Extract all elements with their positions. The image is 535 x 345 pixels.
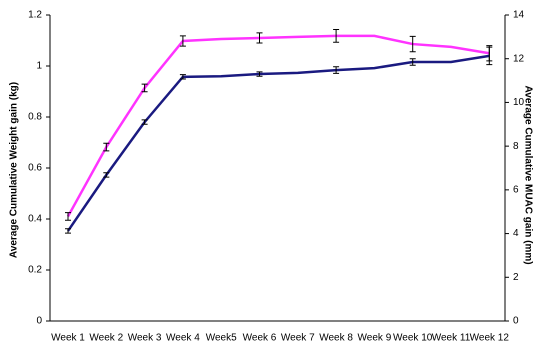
y-tick-label: 1.2 [28, 10, 42, 21]
x-tick-label: Week 4 [166, 333, 200, 344]
x-tick-label: Week 7 [281, 333, 315, 344]
x-tick-label: Week 11 [432, 333, 471, 344]
y2-tick-label: 4 [513, 228, 519, 239]
y2-tick-label: 6 [513, 184, 519, 195]
error-bar [65, 228, 71, 234]
error-bar [179, 35, 186, 47]
error-bar [333, 29, 340, 43]
x-tick-label: Week 1 [51, 333, 85, 344]
y2-tick-label: 2 [513, 272, 519, 283]
y-tick-label: 0 [36, 316, 42, 327]
y2-tick-label: 0 [513, 316, 519, 327]
y2-axis-title: Average Cumulative MUAC gain (mm) [522, 85, 533, 264]
y2-tick-label: 10 [513, 97, 525, 108]
x-tick-label: Week 10 [393, 333, 433, 344]
error-bar [103, 142, 110, 152]
y-tick-label: 0.6 [28, 163, 42, 174]
y-tick-label: 0.4 [28, 214, 42, 225]
y2-tick-label: 8 [513, 141, 519, 152]
x-tick-label: Week 6 [243, 333, 277, 344]
y-axis-title: Average Cumulative Weight gain (kg) [9, 82, 20, 258]
error-bar [141, 83, 148, 93]
error-bar [486, 46, 493, 66]
error-bar [333, 66, 340, 74]
error-bar [409, 35, 416, 53]
x-tick-label: Week5 [206, 333, 237, 344]
series-line [66, 54, 490, 232]
y-tick-label: 1 [36, 61, 42, 72]
y2-tick-label: 14 [513, 10, 525, 21]
x-tick-label: Week 12 [470, 333, 510, 344]
y-tick-label: 0.2 [28, 265, 42, 276]
y-tick-label: 0.8 [28, 112, 42, 123]
error-bar [256, 71, 263, 77]
x-tick-label: Week 2 [89, 333, 123, 344]
x-tick-label: Week 3 [128, 333, 162, 344]
error-bar [141, 119, 148, 125]
series-line [66, 34, 490, 218]
x-tick-label: Week 8 [319, 333, 353, 344]
error-bar [179, 74, 186, 80]
error-bar [256, 32, 263, 44]
y2-tick-label: 12 [513, 53, 525, 64]
error-bar [103, 172, 110, 178]
x-tick-label: Week 9 [358, 333, 392, 344]
error-bar [65, 212, 71, 221]
error-bar [409, 58, 416, 66]
